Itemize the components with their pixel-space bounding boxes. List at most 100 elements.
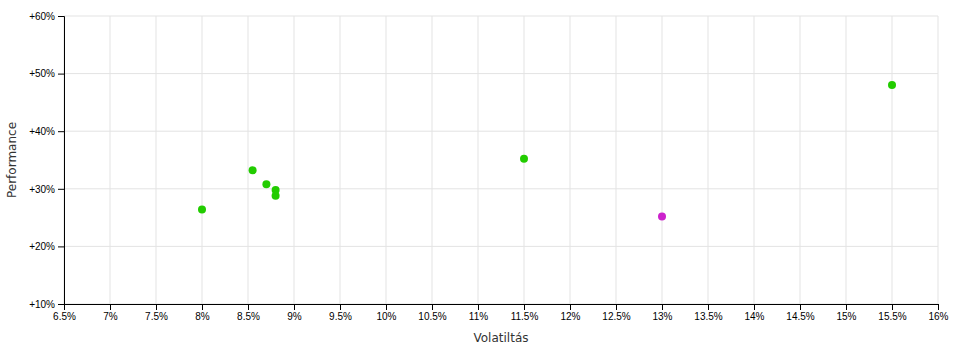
tick-mark	[58, 246, 64, 247]
tick-label: 10%	[376, 311, 396, 322]
x-axis: 6.5% 7% 7.5% 8% 8.5% 9% 9.5% 10% 10.5% 11% 11.5% 12…	[53, 304, 949, 322]
tick-mark	[892, 304, 893, 310]
x-axis-title: Volatiltás	[474, 331, 529, 345]
tick-label: 15%	[836, 311, 856, 322]
grid-line	[754, 16, 755, 304]
point	[262, 180, 270, 188]
tick-mark	[58, 74, 64, 75]
grid	[64, 16, 938, 304]
tick-mark	[58, 189, 64, 190]
tick: 10%	[376, 304, 396, 322]
tick-label: 13%	[652, 311, 672, 322]
grid-line	[386, 16, 387, 304]
tick-mark	[800, 304, 801, 310]
tick-label: +30%	[29, 184, 55, 195]
tick: 12.5%	[602, 304, 630, 322]
grid-line	[64, 246, 938, 247]
grid-line	[340, 16, 341, 304]
tick-mark	[846, 304, 847, 310]
tick-mark	[478, 304, 479, 310]
tick-label: 8%	[195, 311, 210, 322]
tick: 9.5%	[329, 304, 352, 322]
tick-label: 10.5%	[418, 311, 446, 322]
tick: +40%	[29, 126, 64, 137]
tick-mark	[294, 304, 295, 310]
grid-line	[64, 188, 938, 189]
tick-mark	[248, 304, 249, 310]
tick-mark	[202, 304, 203, 310]
tick: 9%	[287, 304, 302, 322]
point	[272, 192, 280, 200]
tick-label: 7.5%	[145, 311, 168, 322]
tick: 16%	[928, 304, 948, 322]
grid-line	[248, 16, 249, 304]
tick: 12%	[560, 304, 580, 322]
grid-line	[294, 16, 295, 304]
tick: +50%	[29, 68, 64, 79]
y-axis: +10%+20%+30%+40%+50%+60%	[29, 11, 64, 310]
tick: +30%	[29, 184, 64, 195]
tick-mark	[58, 16, 64, 17]
grid-line	[156, 16, 157, 304]
tick: +10%	[29, 299, 64, 310]
tick-label: 13.5%	[694, 311, 722, 322]
grid-line	[662, 16, 663, 304]
tick-label: 16%	[928, 311, 948, 322]
tick: 13%	[652, 304, 672, 322]
tick-mark	[662, 304, 663, 310]
tick-label: 9.5%	[329, 311, 352, 322]
grid-line	[64, 131, 938, 132]
grid-line	[432, 16, 433, 304]
grid-line	[202, 16, 203, 304]
tick: 15.5%	[878, 304, 906, 322]
tick-mark	[110, 304, 111, 310]
tick: 7%	[103, 304, 118, 322]
tick-mark	[58, 131, 64, 132]
grid-line	[800, 16, 801, 304]
tick-mark	[616, 304, 617, 310]
point	[249, 166, 257, 174]
tick-label: 12.5%	[602, 311, 630, 322]
tick-mark	[156, 304, 157, 310]
point	[198, 206, 206, 214]
grid-line	[478, 16, 479, 304]
tick: 10.5%	[418, 304, 446, 322]
marks	[198, 81, 896, 220]
point	[888, 81, 896, 89]
tick-label: 12%	[560, 311, 580, 322]
tick-label: 11.5%	[511, 311, 539, 322]
tick-label: +50%	[29, 68, 55, 79]
tick-label: 8.5%	[237, 311, 260, 322]
tick-label: 14.5%	[786, 311, 814, 322]
tick-mark	[570, 304, 571, 310]
tick-mark	[938, 304, 939, 310]
tick-mark	[524, 304, 525, 310]
chart: 6.5% 7% 7.5% 8% 8.5% 9% 9.5% 10% 10.5% 11% 11.5% 12…	[0, 0, 966, 350]
series	[198, 81, 896, 213]
tick-mark	[754, 304, 755, 310]
y-axis-title: Performance	[5, 122, 19, 198]
tick-label: 9%	[287, 311, 302, 322]
grid-line	[110, 16, 111, 304]
grid-line	[64, 73, 938, 74]
grid-line	[892, 16, 893, 304]
tick-label: +20%	[29, 241, 55, 252]
tick-mark	[58, 304, 64, 305]
tick: 13.5%	[694, 304, 722, 322]
grid-line	[570, 16, 571, 304]
grid-line	[708, 16, 709, 304]
tick-mark	[708, 304, 709, 310]
tick-label: +40%	[29, 126, 55, 137]
tick-mark	[340, 304, 341, 310]
tick: 8%	[195, 304, 210, 322]
point	[520, 155, 528, 163]
point	[658, 212, 666, 220]
tick-label: 15.5%	[878, 311, 906, 322]
series	[658, 212, 666, 220]
axis-line	[58, 17, 65, 305]
tick: 15%	[836, 304, 856, 322]
tick-label: 7%	[103, 311, 118, 322]
grid-line	[616, 16, 617, 304]
tick-label: 11%	[469, 311, 488, 322]
tick: 6.5%	[53, 304, 76, 322]
